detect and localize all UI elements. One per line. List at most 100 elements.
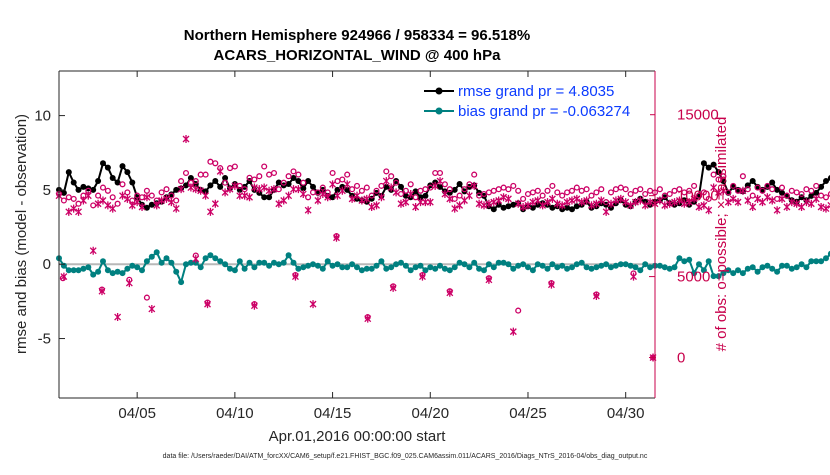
rmse-point bbox=[266, 194, 272, 200]
rmse-point bbox=[66, 169, 72, 175]
obs_assimilated-marker bbox=[730, 195, 736, 203]
obs_assimilated-marker bbox=[750, 203, 756, 211]
bias-point bbox=[149, 254, 155, 260]
rmse-point bbox=[110, 175, 116, 181]
bias-point bbox=[168, 260, 174, 266]
x-tick-label: 04/05 bbox=[118, 405, 156, 422]
bias-point bbox=[378, 258, 384, 264]
rmse-point bbox=[120, 163, 126, 169]
bias-point bbox=[85, 264, 91, 270]
chart-title-line2: ACARS_HORIZONTAL_WIND @ 400 hPa bbox=[214, 47, 502, 64]
y-axis-right-label: # of obs: o=possible; ×=assimilated bbox=[713, 117, 730, 352]
bias-point bbox=[144, 258, 150, 264]
rmse-point bbox=[105, 165, 111, 171]
y-left-tick-label: -5 bbox=[38, 331, 51, 348]
obs_possible-marker bbox=[770, 187, 775, 192]
bias-point bbox=[237, 258, 243, 264]
bias-point bbox=[251, 264, 257, 270]
bias-point bbox=[823, 255, 829, 261]
bias-point bbox=[95, 269, 101, 275]
x-tick-label: 04/25 bbox=[509, 405, 547, 422]
bias-point bbox=[803, 264, 809, 270]
bias-point bbox=[774, 269, 780, 275]
bias-point bbox=[281, 260, 287, 266]
x-tick-label: 04/10 bbox=[216, 405, 254, 422]
obs_assimilated-marker bbox=[818, 203, 824, 211]
bias-point bbox=[374, 263, 380, 269]
obs_possible-marker bbox=[750, 193, 755, 198]
bias-point bbox=[164, 255, 170, 261]
obs_possible-marker bbox=[824, 195, 829, 200]
bias-point bbox=[286, 252, 292, 258]
obs_assimilated-marker bbox=[769, 197, 775, 205]
rmse-point bbox=[100, 160, 106, 166]
obs_possible-marker bbox=[819, 193, 824, 198]
bias-point bbox=[706, 258, 712, 264]
bias-point bbox=[740, 270, 746, 276]
obs_possible-marker bbox=[809, 188, 814, 193]
bias-point bbox=[452, 264, 458, 270]
bias-point bbox=[466, 264, 472, 270]
bias-point bbox=[325, 258, 331, 264]
bias-point bbox=[320, 266, 326, 272]
rmse-point bbox=[491, 206, 497, 212]
obs_possible-marker bbox=[741, 174, 746, 179]
bias-point bbox=[154, 249, 160, 255]
y-left-tick-label: 0 bbox=[43, 256, 51, 273]
x-tick-label: 04/20 bbox=[412, 405, 450, 422]
rmse-point bbox=[457, 181, 463, 187]
y-left-tick-label: 5 bbox=[43, 182, 51, 199]
rmse-point bbox=[701, 160, 707, 166]
bias-point bbox=[579, 260, 585, 266]
bias-point bbox=[159, 260, 165, 266]
y-left-tick-label: 10 bbox=[34, 108, 51, 125]
obs_possible-marker bbox=[780, 185, 785, 190]
obs_assimilated-marker bbox=[823, 205, 829, 213]
rmse-point bbox=[398, 184, 404, 190]
rmse-point bbox=[129, 180, 135, 186]
obs_assimilated-marker bbox=[745, 197, 751, 205]
bias-point bbox=[178, 279, 184, 285]
bias-point bbox=[755, 269, 761, 275]
y-right-tick-label: 5000 bbox=[677, 269, 710, 286]
bias-point bbox=[232, 267, 238, 273]
bias-point bbox=[471, 260, 477, 266]
bias-point bbox=[247, 260, 253, 266]
bias-point bbox=[686, 257, 692, 263]
bias-point bbox=[291, 260, 297, 266]
legend-bias-label: bias grand pr = -0.063274 bbox=[458, 103, 630, 120]
obs_assimilated-marker bbox=[774, 206, 780, 214]
legend-rmse-label: rmse grand pr = 4.8035 bbox=[458, 83, 614, 100]
bias-point bbox=[61, 263, 67, 269]
legend-rmse-marker bbox=[436, 88, 443, 95]
bias-point bbox=[222, 261, 228, 267]
obs_possible-marker bbox=[804, 187, 809, 192]
bias-point bbox=[750, 264, 756, 270]
x-tick-label: 04/15 bbox=[314, 405, 352, 422]
data-file-footer: data file: /Users/raeder/DAI/ATM_forcXX/… bbox=[163, 453, 648, 460]
bias-point bbox=[505, 261, 511, 267]
obs_possible-marker bbox=[789, 188, 794, 193]
bias-point bbox=[242, 266, 248, 272]
chart-title-line1: Northern Hemisphere 924966 / 958334 = 96… bbox=[184, 27, 530, 44]
bias-point bbox=[545, 266, 551, 272]
obs_assimilated-marker bbox=[735, 198, 741, 206]
obs_possible-marker bbox=[814, 184, 819, 189]
bias-point bbox=[403, 263, 409, 269]
bias-point bbox=[530, 267, 536, 273]
rmse-point bbox=[422, 193, 428, 199]
bias-point bbox=[418, 263, 424, 269]
obs_assimilated-marker bbox=[706, 206, 712, 214]
bias-point bbox=[481, 267, 487, 273]
obs_possible-marker bbox=[775, 197, 780, 202]
bias-point bbox=[100, 258, 106, 264]
bias-point bbox=[637, 267, 643, 273]
bias-point bbox=[120, 270, 126, 276]
rmse-point bbox=[71, 180, 77, 186]
rmse-point bbox=[217, 184, 223, 190]
legend: rmse grand pr = 4.8035 bias grand pr = -… bbox=[418, 80, 650, 124]
rmse-point bbox=[124, 169, 130, 175]
bias-point bbox=[173, 269, 179, 275]
